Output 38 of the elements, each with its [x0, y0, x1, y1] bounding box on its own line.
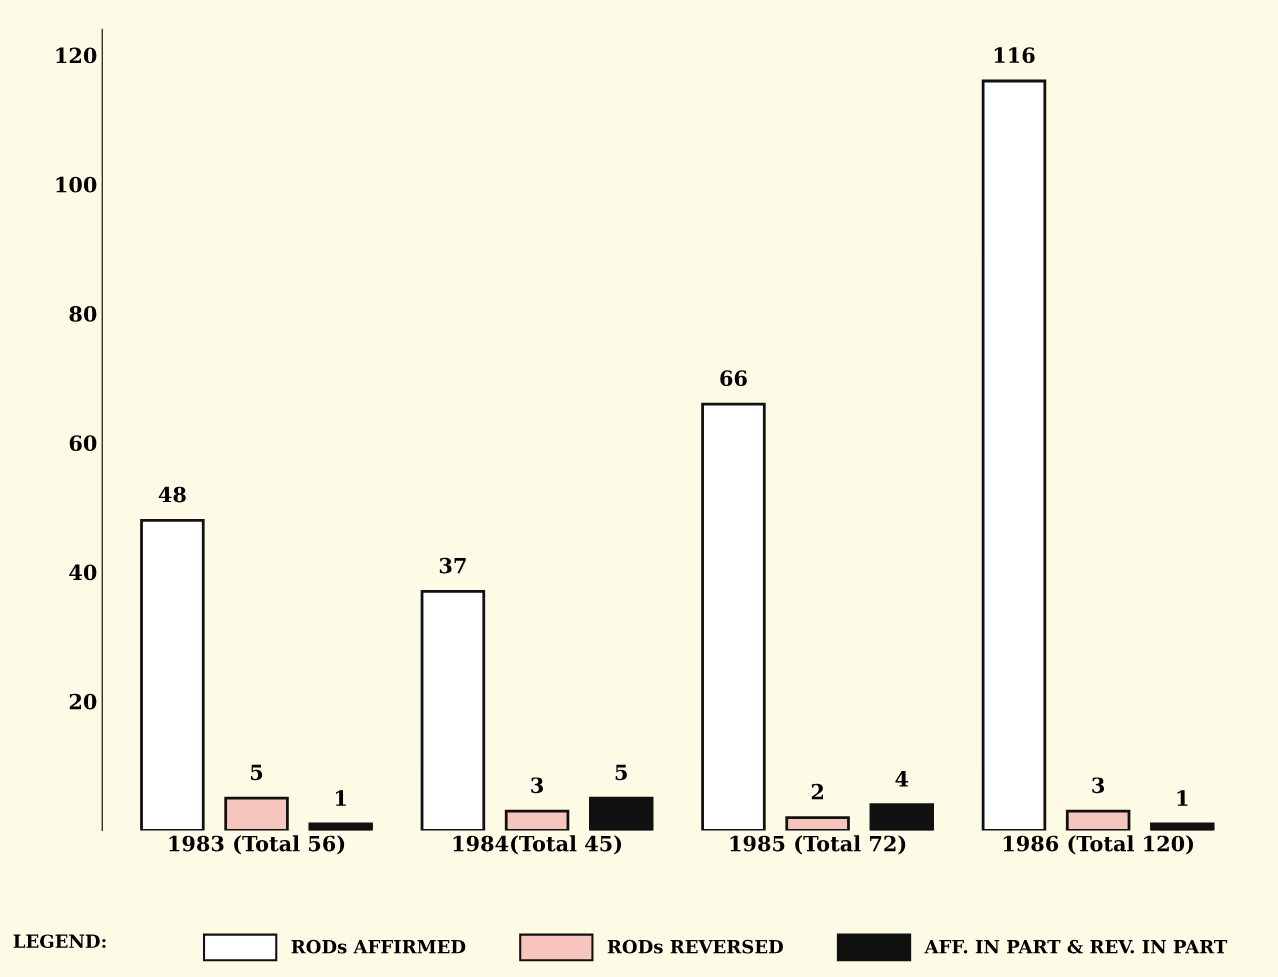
- data-label: 4: [895, 770, 909, 787]
- legend-title: LEGEND:: [13, 934, 106, 949]
- bar: [701, 402, 766, 831]
- bar: [785, 816, 850, 831]
- legend-label: AFF. IN PART & REV. IN PART: [924, 939, 1228, 954]
- x-tick-label: 1983 (Total 56): [169, 835, 345, 855]
- data-label: 37: [439, 557, 466, 574]
- data-label: 3: [1092, 777, 1105, 794]
- bar: [140, 518, 205, 831]
- y-tick-label: 120: [56, 47, 97, 64]
- y-tick-label: 80: [69, 306, 97, 322]
- bar: [504, 809, 570, 831]
- x-tick-label: 1986 (Total 120): [1003, 835, 1194, 855]
- y-tick-label: 40: [69, 564, 97, 581]
- bar: [1065, 809, 1131, 831]
- y-tick-label: 60: [69, 435, 97, 452]
- data-label: 1: [335, 790, 346, 806]
- bar: [588, 796, 654, 831]
- bar: [869, 803, 935, 831]
- data-label: 48: [158, 486, 186, 503]
- legend-label: RODs REVERSED: [607, 939, 783, 954]
- data-label: 66: [720, 370, 747, 387]
- x-tick-label: 1984(Total 45): [453, 835, 622, 855]
- y-tick-label: 20: [69, 693, 97, 710]
- data-label: 5: [615, 764, 627, 781]
- data-label: 2: [811, 783, 823, 800]
- data-label: 116: [994, 47, 1035, 64]
- bar: [1150, 822, 1215, 831]
- y-tick-label: 100: [56, 176, 97, 193]
- bar: [308, 822, 373, 831]
- x-tick-label: 1985 (Total 72): [730, 835, 906, 855]
- bar: [224, 796, 289, 831]
- bar: [420, 590, 486, 831]
- legend-label: RODs AFFIRMED: [291, 939, 466, 954]
- data-label: 3: [531, 777, 543, 794]
- data-label: 5: [251, 764, 263, 781]
- bar: [981, 79, 1047, 831]
- data-label: 1: [1177, 790, 1188, 806]
